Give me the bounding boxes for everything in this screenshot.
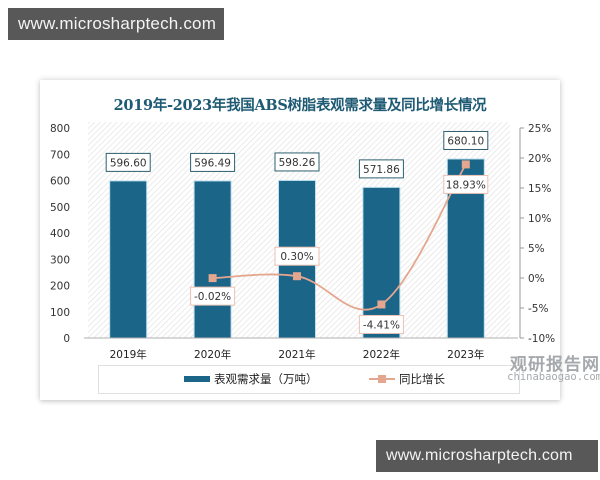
left-axis-tick: 100 <box>50 307 70 319</box>
line-marker <box>293 272 301 281</box>
left-axis-tick: 0 <box>63 333 70 345</box>
left-axis-tick: 700 <box>50 149 70 161</box>
bar-value-label: 596.49 <box>194 157 231 169</box>
x-axis-label: 2021年 <box>278 348 315 361</box>
bar-value-label: 680.10 <box>447 135 484 147</box>
line-marker <box>377 300 386 309</box>
left-axis-tick: 400 <box>50 228 70 240</box>
bar <box>363 187 400 338</box>
left-axis-tick: 600 <box>50 176 70 188</box>
growth-line-series <box>208 160 470 311</box>
legend-label-growth: 同比增长 <box>399 372 445 386</box>
chart-legend: 表观需求量（万吨） 同比增长 <box>98 365 520 394</box>
right-axis-tick: -10% <box>528 333 555 345</box>
growth-value-label: -0.02% <box>194 291 231 303</box>
line-marker-swatch-icon <box>369 375 395 383</box>
bar-value-label: 571.86 <box>363 164 400 176</box>
legend-item-growth: 同比增长 <box>369 371 445 387</box>
line-marker <box>461 160 470 169</box>
left-axis: 0 100 200 300 400 500 600 700 800 <box>50 123 70 345</box>
x-axis: 2019年 2020年 2021年 2022年 2023年 <box>84 337 518 361</box>
bar-data-labels: 596.60 596.49 598.26 571.86 680.10 <box>105 130 489 179</box>
right-axis-tick: 0% <box>528 273 545 285</box>
bar-value-label: 596.60 <box>110 157 147 169</box>
growth-value-label: 18.93% <box>446 179 486 191</box>
growth-value-label: 0.30% <box>280 251 313 263</box>
chart-plot: 0 100 200 300 400 500 600 700 800 -10% -5% 0% 5% 10%… <box>50 122 555 361</box>
left-axis-tick: 200 <box>50 281 70 293</box>
bar-swatch-icon <box>184 376 210 382</box>
brand-watermark: 观研报告网 chinabaogao.com <box>498 350 600 390</box>
right-axis-tick: 10% <box>528 213 551 225</box>
bar-value-label: 598.26 <box>279 157 316 169</box>
right-axis-tick: 15% <box>528 183 551 195</box>
bar <box>194 181 231 338</box>
right-axis-tick: 5% <box>528 243 545 255</box>
legend-label-demand: 表观需求量（万吨） <box>214 372 318 386</box>
right-axis-tick: -5% <box>528 303 548 315</box>
legend-item-demand: 表观需求量（万吨） <box>184 371 318 387</box>
line-marker <box>208 274 217 283</box>
x-axis-label: 2019年 <box>110 348 147 361</box>
chart-title: 2019年-2023年我国ABS树脂表观需求量及同比增长情况 <box>113 97 487 114</box>
left-axis-tick: 500 <box>50 202 70 214</box>
growth-value-label: -4.41% <box>363 319 400 331</box>
brand-name: 观研报告网 <box>510 355 600 375</box>
bar <box>110 181 147 338</box>
left-axis-tick: 800 <box>50 123 70 135</box>
right-axis: -10% -5% 0% 5% 10% 15% 20% 25% <box>519 123 555 345</box>
right-axis-tick: 25% <box>528 123 551 135</box>
x-axis-label: 2020年 <box>194 348 231 361</box>
chart-card: 2019年-2023年我国ABS树脂表观需求量及同比增长情况 0 100 200 30… <box>40 80 600 400</box>
brand-domain: chinabaogao.com <box>507 371 600 383</box>
x-axis-label: 2022年 <box>363 348 400 361</box>
left-axis-tick: 300 <box>50 254 70 266</box>
line-data-labels: -0.02% 0.30% -4.41% 18.93% <box>190 174 489 334</box>
right-axis-tick: 20% <box>528 153 551 165</box>
watermark-top: www.microsharptech.com <box>8 8 224 40</box>
x-axis-label: 2023年 <box>447 348 484 361</box>
watermark-bottom: www.microsharptech.com <box>376 440 598 472</box>
